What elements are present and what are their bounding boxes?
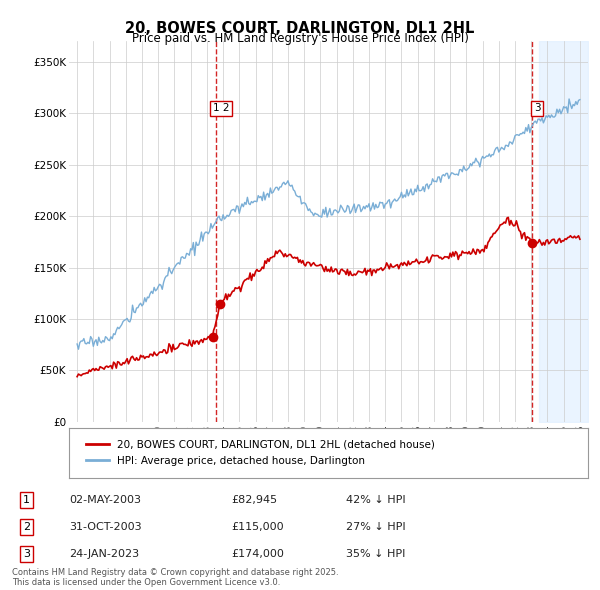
Text: 20, BOWES COURT, DARLINGTON, DL1 2HL: 20, BOWES COURT, DARLINGTON, DL1 2HL [125,21,475,35]
Text: 3: 3 [23,549,30,559]
Text: 24-JAN-2023: 24-JAN-2023 [70,549,140,559]
Text: 42% ↓ HPI: 42% ↓ HPI [346,495,406,504]
Text: Contains HM Land Registry data © Crown copyright and database right 2025.
This d: Contains HM Land Registry data © Crown c… [12,568,338,587]
Text: 2: 2 [23,522,30,532]
Text: 02-MAY-2003: 02-MAY-2003 [70,495,142,504]
Text: £82,945: £82,945 [231,495,277,504]
Text: Price paid vs. HM Land Registry's House Price Index (HPI): Price paid vs. HM Land Registry's House … [131,32,469,45]
Text: 31-OCT-2003: 31-OCT-2003 [70,522,142,532]
Text: 1: 1 [23,495,30,504]
Text: £115,000: £115,000 [231,522,284,532]
Text: £174,000: £174,000 [231,549,284,559]
Text: 1 2: 1 2 [213,103,229,113]
Text: 3: 3 [533,103,540,113]
Legend: 20, BOWES COURT, DARLINGTON, DL1 2HL (detached house), HPI: Average price, detac: 20, BOWES COURT, DARLINGTON, DL1 2HL (de… [79,434,441,472]
Text: 27% ↓ HPI: 27% ↓ HPI [346,522,406,532]
Text: 35% ↓ HPI: 35% ↓ HPI [346,549,406,559]
